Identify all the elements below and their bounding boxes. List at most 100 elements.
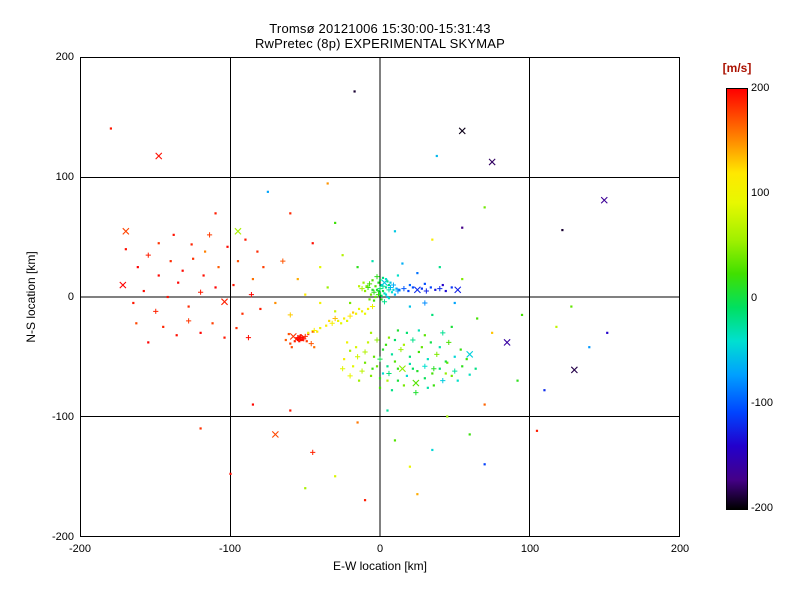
scatter-point — [466, 350, 474, 358]
scatter-point — [378, 279, 382, 282]
scatter-point — [359, 368, 365, 374]
scatter-point — [422, 363, 428, 369]
scatter-point — [386, 409, 389, 412]
scatter-point — [319, 301, 322, 305]
scatter-point — [431, 238, 434, 241]
scatter-point — [420, 287, 423, 290]
scatter-point — [307, 332, 310, 336]
scatter-point — [377, 286, 383, 292]
scatter-point — [325, 324, 328, 327]
scatter-point — [435, 154, 438, 158]
scatter-point — [187, 305, 190, 308]
scatter-point — [438, 346, 441, 349]
scatter-point — [423, 288, 429, 294]
scatter-point — [229, 472, 232, 475]
colorbar-tick-label: 200 — [751, 82, 770, 94]
scatter-point — [408, 305, 411, 308]
scatter-point — [396, 379, 400, 382]
scatter-point — [383, 292, 386, 295]
scatter-point — [426, 358, 429, 361]
x-tick-label: -200 — [68, 543, 92, 555]
scatter-point — [393, 439, 397, 442]
scatter-point — [311, 327, 317, 334]
scatter-point — [337, 319, 340, 322]
scatter-point — [396, 367, 400, 370]
scatter-point — [386, 365, 389, 368]
scatter-point — [304, 487, 307, 490]
scatter-point — [461, 365, 464, 368]
scatter-point — [381, 348, 385, 351]
scatter-point — [395, 288, 401, 294]
scatter-point — [334, 475, 337, 478]
scatter-point — [357, 285, 361, 288]
scatter-point — [503, 338, 511, 346]
scatter-point — [371, 289, 377, 295]
scatter-point — [483, 463, 486, 466]
scatter-point — [319, 326, 322, 330]
scatter-point — [290, 346, 293, 349]
scatter-point — [157, 242, 160, 245]
scatter-point — [398, 288, 401, 291]
scatter-point — [437, 286, 443, 292]
scatter-point — [375, 292, 382, 298]
scatter-point — [488, 158, 496, 166]
scatter-point — [408, 465, 411, 468]
scatter-point — [351, 311, 355, 314]
scatter-point — [374, 337, 380, 343]
scatter-point — [476, 317, 479, 320]
scatter-point — [446, 415, 449, 418]
scatter-point — [296, 277, 299, 281]
scatter-point — [410, 337, 416, 343]
scatter-point — [431, 313, 434, 317]
scatter-point — [405, 374, 409, 377]
scatter-point — [363, 312, 367, 315]
scatter-point — [516, 379, 519, 382]
scatter-point — [262, 266, 265, 269]
scatter-point — [340, 322, 343, 325]
scatter-point — [381, 372, 385, 375]
colorbar-tick-label: 100 — [751, 187, 770, 199]
scatter-point — [438, 367, 441, 370]
scatter-point — [431, 448, 434, 452]
scatter-point — [378, 377, 382, 380]
scatter-point — [588, 346, 591, 349]
scatter-point — [429, 286, 432, 289]
colorbar-tick-label: -200 — [751, 502, 774, 514]
scatter-point — [368, 298, 371, 301]
scatter-point — [543, 389, 546, 392]
scatter-point — [362, 349, 368, 355]
scatter-point — [411, 367, 414, 370]
scatter-point — [353, 90, 356, 93]
plot-title-line2: RwPretec (8p) EXPERIMENTAL SKYMAP — [254, 36, 506, 51]
scatter-point — [244, 238, 247, 241]
scatter-point — [384, 293, 388, 296]
scatter-point — [369, 374, 373, 377]
scatter-point — [369, 293, 373, 296]
scatter-point — [245, 335, 252, 341]
scatter-point — [450, 286, 453, 289]
scatter-point — [387, 297, 391, 300]
scatter-point — [459, 348, 462, 351]
scatter-point — [332, 315, 338, 322]
scatter-point — [169, 260, 172, 263]
scatter-point — [393, 338, 397, 342]
plot-area — [80, 57, 680, 537]
scatter-point — [136, 266, 139, 269]
scatter-point — [408, 362, 411, 366]
scatter-point — [354, 346, 358, 349]
scatter-point — [461, 277, 464, 281]
scatter-point — [386, 280, 389, 283]
scatter-point — [343, 317, 346, 320]
scatter-point — [122, 227, 130, 235]
scatter-point — [298, 340, 301, 343]
scatter-point — [328, 319, 331, 322]
scatter-point — [402, 384, 406, 387]
scatter-point — [284, 338, 287, 342]
scatter-point — [454, 286, 462, 294]
scatter-point — [186, 318, 192, 324]
scatter-point — [390, 291, 394, 294]
y-tick-label: -200 — [51, 531, 74, 543]
scatter-point — [217, 266, 220, 269]
scatter-point — [251, 277, 255, 281]
scatter-point — [374, 274, 380, 280]
